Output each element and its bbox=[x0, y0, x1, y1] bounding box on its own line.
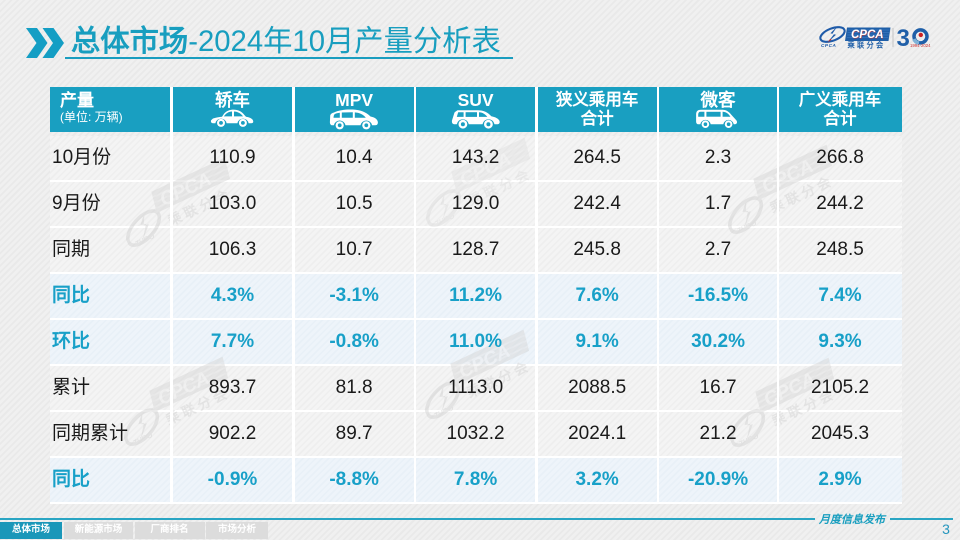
svg-text:1994-2024: 1994-2024 bbox=[910, 43, 931, 48]
svg-text:乘联分会: 乘联分会 bbox=[847, 40, 886, 49]
svg-text:CPCA: CPCA bbox=[821, 43, 836, 48]
svg-text:CPCA: CPCA bbox=[851, 29, 884, 41]
svg-text:CPCA: CPCA bbox=[851, 29, 884, 41]
svg-text:3: 3 bbox=[897, 25, 910, 50]
